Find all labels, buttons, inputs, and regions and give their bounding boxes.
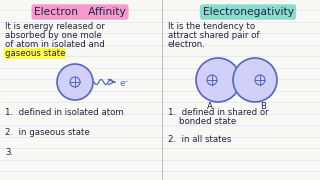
Text: B: B [260, 102, 266, 111]
Text: 2.  in gaseous state: 2. in gaseous state [5, 128, 90, 137]
Text: It is the tendency to: It is the tendency to [168, 22, 255, 31]
Circle shape [57, 64, 93, 100]
Text: attract shared pair of: attract shared pair of [168, 31, 260, 40]
Text: 2.  in all states: 2. in all states [168, 135, 231, 144]
Text: absorbed by one mole: absorbed by one mole [5, 31, 102, 40]
Text: electron.: electron. [168, 40, 206, 49]
Text: of atom in isolated and: of atom in isolated and [5, 40, 105, 49]
Circle shape [196, 58, 240, 102]
Text: Electron   Affinity: Electron Affinity [34, 7, 126, 17]
Text: 3.: 3. [5, 148, 13, 157]
Circle shape [233, 58, 277, 102]
Text: 1.  defined in isolated atom: 1. defined in isolated atom [5, 108, 124, 117]
Text: bonded state: bonded state [168, 117, 236, 126]
Text: e⁻: e⁻ [120, 79, 130, 88]
Text: It is energy released or: It is energy released or [5, 22, 105, 31]
Text: 1.  defined in shared or: 1. defined in shared or [168, 108, 268, 117]
Text: A: A [207, 102, 213, 111]
Text: Electronegativity: Electronegativity [203, 7, 293, 17]
Text: gaseous state: gaseous state [5, 49, 66, 58]
